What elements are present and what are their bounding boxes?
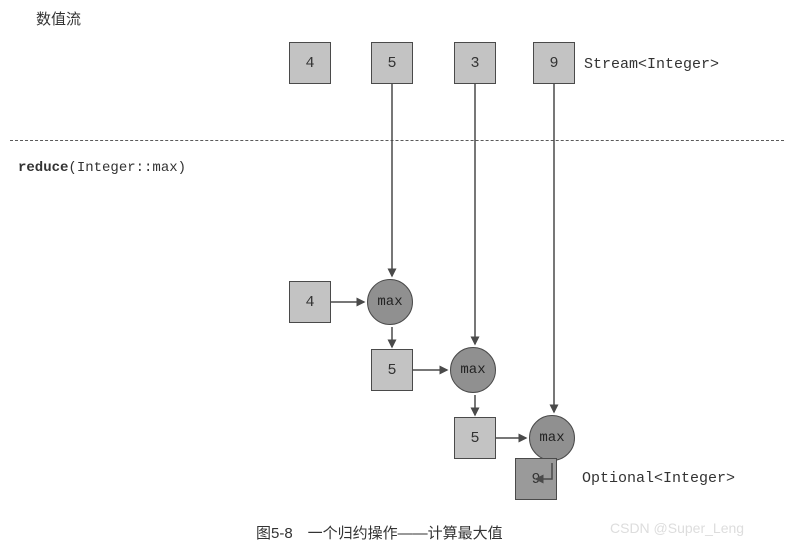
section-title: 数值流 — [36, 8, 81, 29]
input-box: 3 — [454, 42, 496, 84]
watermark-text: CSDN @Super_Leng — [610, 520, 744, 536]
reduce-keyword: reduce — [18, 160, 68, 176]
max-node: max — [450, 347, 496, 393]
accumulator-box: 5 — [371, 349, 413, 391]
accumulator-box: 4 — [289, 281, 331, 323]
reduce-label: reduce(Integer::max) — [18, 160, 186, 176]
result-box: 9 — [515, 458, 557, 500]
input-box: 4 — [289, 42, 331, 84]
input-box: 9 — [533, 42, 575, 84]
reduce-arg: (Integer::max) — [68, 160, 186, 176]
separator-dashed — [10, 140, 784, 141]
input-box: 5 — [371, 42, 413, 84]
max-node: max — [529, 415, 575, 461]
optional-label: Optional<Integer> — [582, 470, 735, 487]
accumulator-box: 5 — [454, 417, 496, 459]
stream-type-label: Stream<Integer> — [584, 56, 719, 73]
figure-caption: 图5-8 一个归约操作——计算最大值 — [256, 522, 503, 543]
max-node: max — [367, 279, 413, 325]
